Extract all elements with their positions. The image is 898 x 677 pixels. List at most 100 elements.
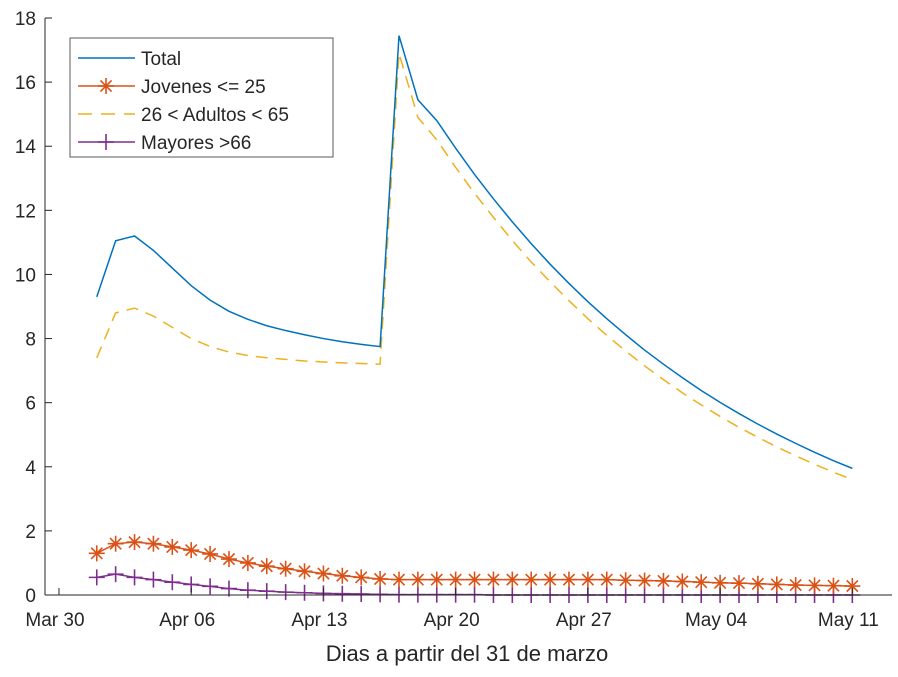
marker-stroke [411,573,425,586]
data-point [353,569,370,586]
data-point [674,573,691,590]
legend-label: Jovenes <= 25 [141,77,266,98]
data-point [353,586,370,603]
marker-stroke [355,571,368,584]
data-point [315,565,332,582]
data-point [202,578,219,595]
data-point [239,582,256,599]
marker-stroke [770,578,783,591]
y-tick-label: 10 [15,265,36,286]
data-point [390,571,407,588]
data-point [202,545,219,562]
data-point [220,580,237,597]
x-axis-label: Dias a partir del 31 de marzo [326,641,608,666]
data-point [372,570,389,587]
data-point [598,571,615,588]
data-point [466,571,483,588]
series-26-adultos-65 [96,53,853,481]
data-point [277,584,294,601]
marker-stroke [336,569,349,582]
series-total [96,35,853,470]
data-point [787,577,804,594]
marker-stroke [600,573,613,586]
data-point [485,571,502,588]
marker-stroke [732,576,746,590]
data-point [447,571,464,588]
marker-stroke [260,559,273,573]
data-point [88,569,105,586]
marker-stroke [430,573,443,586]
data-point [239,554,256,571]
y-tick-label: 8 [25,330,36,351]
series-line-26-adultos-65 [96,53,853,481]
data-point [749,575,766,592]
data-point [145,571,162,588]
y-tick-label: 14 [15,137,37,158]
marker-stroke [449,573,462,586]
marker-stroke [109,537,122,550]
marker-stroke [827,579,840,592]
series-jovenes-25 [88,534,861,595]
data-point [523,571,540,588]
x-tick-label: Apr 13 [291,610,347,631]
data-point [88,545,105,562]
data-point [504,571,521,588]
marker-stroke [203,547,217,561]
data-point [277,560,294,577]
data-point [636,572,653,589]
data-point [579,571,596,588]
data-point [730,575,747,592]
data-point [258,583,275,600]
data-point [296,584,313,601]
x-tick-label: Mar 30 [25,610,84,631]
marker-stroke [317,567,330,580]
data-point [164,538,181,555]
marker-stroke [562,573,576,586]
data-point [296,563,313,580]
marker-stroke [279,562,292,575]
series-line-total [96,35,853,470]
legend-label: Total [141,49,181,70]
data-point [825,577,842,594]
plot-area [88,35,861,603]
marker-stroke [751,577,765,590]
marker-stroke [90,547,103,560]
y-tick-label: 12 [15,201,36,222]
data-point [126,569,143,586]
marker-stroke [657,574,670,588]
marker-stroke [298,565,311,578]
data-point [560,571,577,588]
y-tick-label: 0 [25,586,36,607]
data-point [428,571,445,588]
marker-stroke [638,574,651,587]
data-point [145,535,162,552]
legend-marker [98,134,114,150]
marker-stroke [506,573,519,586]
marker-stroke [392,573,406,586]
data-point [107,566,124,583]
marker-stroke [373,572,387,586]
marker-stroke [241,556,255,570]
marker-stroke [487,573,500,586]
marker-stroke [222,552,236,566]
axes: 0 2 4 6 8 10 12 14 16 18 Mar 30 Apr 06 Apr 13 Apr 20 A… [15,9,892,631]
data-point [806,577,823,594]
marker-stroke [676,575,689,588]
data-point [164,574,181,591]
data-point [768,576,785,593]
data-point [183,542,200,559]
data-point [542,571,559,588]
x-tick-label: May 11 [818,610,879,631]
y-tick-label: 18 [15,9,36,30]
marker-stroke [99,79,113,93]
data-point [258,558,275,575]
marker-stroke [185,543,198,557]
data-point [334,567,351,584]
marker-stroke [166,540,179,554]
y-tick-label: 6 [25,394,36,415]
data-point [107,535,124,552]
data-point [334,585,351,602]
marker-stroke [695,576,708,589]
data-point [220,551,237,568]
y-tick-label: 4 [25,458,36,479]
